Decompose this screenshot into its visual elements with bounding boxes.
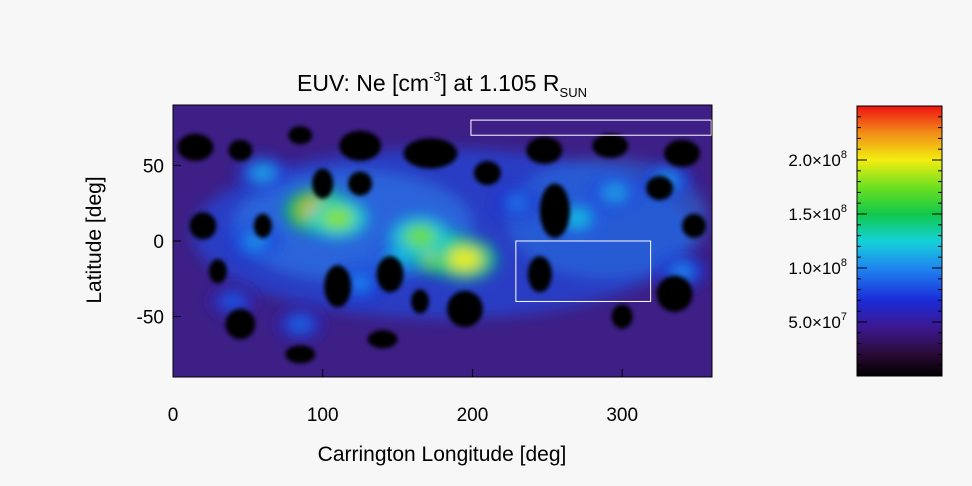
heatmap-hotspot-core xyxy=(249,164,276,182)
missing-data-region xyxy=(348,171,373,196)
missing-data-region xyxy=(312,168,334,199)
selection-box xyxy=(470,119,712,136)
y-tick-label: 50 xyxy=(143,156,164,177)
missing-data-region xyxy=(228,139,253,161)
heatmap-hotspot-core xyxy=(347,274,373,292)
colorbar-tick-label: 1.0×108 xyxy=(788,257,847,278)
missing-data-region xyxy=(446,290,483,328)
colorbar-tick-label: 5.0×107 xyxy=(788,311,847,332)
missing-data-region xyxy=(664,139,701,167)
chart-title: EUV: Ne [cm-3] at 1.105 RSUN xyxy=(297,69,587,100)
x-tick-label: 0 xyxy=(168,405,179,426)
x-axis-label: Carrington Longitude [deg] xyxy=(318,443,567,466)
missing-data-region xyxy=(177,133,214,161)
missing-data-region xyxy=(376,256,404,293)
missing-data-region xyxy=(367,330,398,349)
heatmap-hotspot-core xyxy=(404,225,436,248)
missing-data-region xyxy=(225,309,256,340)
missing-data-region xyxy=(285,345,316,364)
y-axis-label: Latitude [deg] xyxy=(83,176,106,303)
colorbar-frame xyxy=(856,105,943,377)
missing-data-region xyxy=(208,259,227,284)
selection-boxes xyxy=(470,119,712,302)
missing-data-region xyxy=(646,176,674,201)
missing-data-region xyxy=(324,265,352,308)
colorbar-ticks: 5.0×107 1.0×108 1.5×108 2.0×108 xyxy=(788,149,942,332)
heatmap-hotspot-core xyxy=(669,262,695,280)
missing-data-region xyxy=(189,212,217,240)
missing-data-region xyxy=(526,136,563,164)
heatmap-hotspot-core xyxy=(221,293,245,310)
y-tick-label: 0 xyxy=(153,232,164,253)
missing-data-region xyxy=(539,183,570,238)
missing-data-region xyxy=(656,275,693,313)
heatmap-hotspot-core xyxy=(563,209,591,228)
heatmap-hotspot-core xyxy=(447,247,482,271)
missing-data-region xyxy=(288,126,313,145)
colorbar-gradient xyxy=(857,106,942,376)
heatmap-hotspot-core xyxy=(288,315,313,333)
heatmap-hotspot-core xyxy=(505,194,530,212)
colorbar-tick-label: 2.0×108 xyxy=(788,149,847,170)
y-axis: 50 0 -50 xyxy=(137,156,181,329)
missing-data-region xyxy=(339,130,382,161)
selection-box xyxy=(515,240,652,302)
missing-data-region xyxy=(253,213,272,238)
heatmap-area xyxy=(173,105,712,377)
missing-data-region xyxy=(411,289,430,314)
missing-data-region xyxy=(527,256,552,293)
missing-data-region xyxy=(473,160,501,186)
colorbar-tick-label: 1.5×108 xyxy=(788,203,847,224)
missing-data-region xyxy=(592,133,629,158)
heatmap-missing-data xyxy=(177,126,707,364)
x-tick-label: 200 xyxy=(457,405,489,426)
y-tick-label: -50 xyxy=(137,308,164,329)
x-axis: 0 100 200 300 xyxy=(168,369,638,426)
x-tick-label: 100 xyxy=(307,405,339,426)
x-tick-label: 300 xyxy=(606,405,638,426)
colorbar: 5.0×107 1.0×108 1.5×108 2.0×108 xyxy=(788,105,943,377)
missing-data-region xyxy=(403,138,458,169)
missing-data-region xyxy=(682,213,707,238)
missing-data-region xyxy=(611,304,633,329)
heatmap-hotspot-core xyxy=(321,207,354,230)
heatmap-hotspot-core xyxy=(601,183,628,202)
